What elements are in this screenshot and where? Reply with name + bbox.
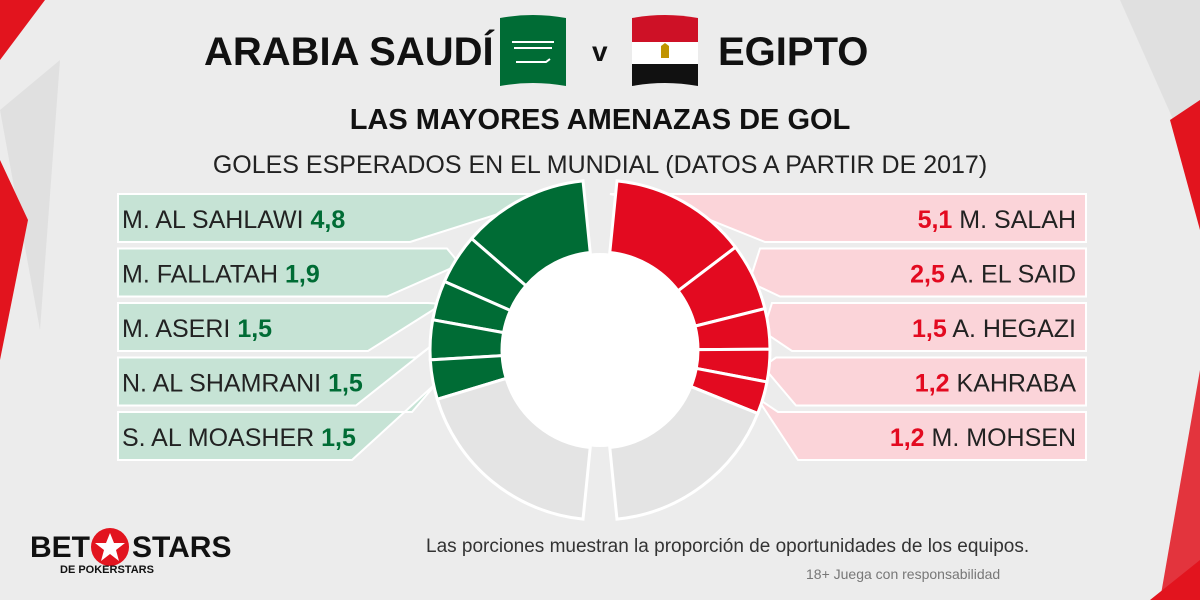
donut-chart (428, 179, 772, 521)
player-xg-value: 1,2 (890, 424, 925, 452)
player-xg-value: 1,2 (915, 370, 950, 398)
saudi-bands (117, 193, 551, 461)
player-name: A. HEGAZI (952, 315, 1076, 343)
egypt-bands (609, 193, 1087, 461)
versus-label: v (592, 36, 608, 67)
saudi-player-label: M. ASERI 1,5 (122, 315, 272, 343)
player-xg-value: 4,8 (310, 206, 345, 234)
saudi-player-label: S. AL MOASHER 1,5 (122, 424, 356, 452)
saudi-flag-icon (500, 15, 566, 86)
saudi-band-1 (117, 193, 551, 243)
team-right-title: EGIPTO (718, 30, 869, 74)
player-name: N. AL SHAMRANI (122, 370, 321, 398)
saudi-band-3 (117, 302, 446, 352)
player-name: KAHRABA (957, 370, 1077, 398)
player-xg-value: 1,9 (285, 261, 320, 289)
saudi-band-5 (117, 379, 440, 461)
donut-hole (503, 253, 697, 447)
player-name: M. ASERI (122, 315, 230, 343)
responsible-gaming-note: 18+ Juega con responsabilidad (806, 566, 1001, 582)
player-name: M. MOHSEN (932, 424, 1076, 452)
egypt-player-label: 2,5 A. EL SAID (910, 261, 1076, 289)
player-name: M. SALAH (959, 206, 1076, 234)
egypt-player-label: 1,2 M. MOHSEN (890, 424, 1076, 452)
player-name: M. AL SAHLAWI (122, 206, 304, 234)
egypt-player-label: 1,2 KAHRABA (915, 370, 1077, 398)
egypt-remainder-slice (608, 384, 760, 521)
betstars-logo: BET STARS DE POKERSTARS (30, 527, 240, 583)
saudi-labels: M. AL SAHLAWI 4,8 M. FALLATAH 1,9 M. ASERI… (122, 206, 363, 452)
chart-title: LAS MAYORES AMENAZAS DE GOL (349, 104, 851, 136)
chart-subtitle: GOLES ESPERADOS EN EL MUNDIAL (DATOS A P… (212, 151, 988, 179)
player-xg-value: 2,5 (910, 261, 945, 289)
saudi-player-label: M. AL SAHLAWI 4,8 (122, 206, 345, 234)
egypt-player-label: 5,1 M. SALAH (918, 206, 1076, 234)
saudi-remainder-slice (435, 376, 592, 521)
saudi-band-2 (117, 247, 462, 298)
player-xg-value: 1,5 (321, 424, 356, 452)
star-icon (91, 528, 129, 566)
footer-note: Las porciones muestran la proporción de … (426, 536, 1030, 557)
player-xg-value: 1,5 (237, 315, 272, 343)
saudi-band-4 (117, 341, 437, 407)
player-xg-value: 5,1 (918, 206, 953, 234)
egypt-player-label: 1,5 A. HEGAZI (912, 315, 1076, 343)
egypt-flag-icon (632, 15, 698, 86)
player-name: M. FALLATAH (122, 261, 278, 289)
team-left-title: ARABIA SAUDÍ (204, 30, 494, 74)
player-name: A. EL SAID (950, 261, 1076, 289)
logo-stars: STARS (132, 531, 232, 564)
logo-bet: BET (30, 531, 90, 564)
saudi-player-label: N. AL SHAMRANI 1,5 (122, 370, 363, 398)
player-xg-value: 1,5 (912, 315, 947, 343)
player-xg-value: 1,5 (328, 370, 363, 398)
player-name: S. AL MOASHER (122, 424, 314, 452)
saudi-player-label: M. FALLATAH 1,9 (122, 261, 320, 289)
logo-subtitle: DE POKERSTARS (60, 564, 154, 576)
